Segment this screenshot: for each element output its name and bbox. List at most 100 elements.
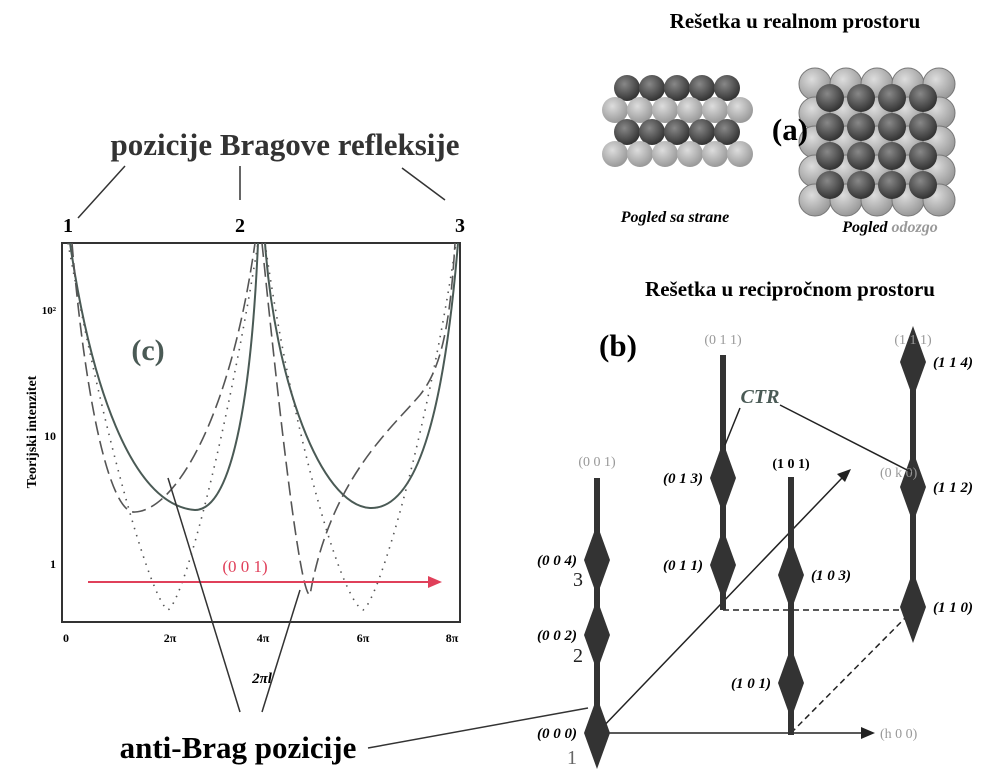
atom <box>614 119 640 145</box>
panel-label: (a) <box>772 112 808 147</box>
arrow-head <box>428 576 442 588</box>
node-label: (0 0 0) <box>537 726 577 742</box>
rod-label: (0 1 1) <box>704 333 742 348</box>
atom <box>909 84 937 112</box>
order-number: 3 <box>573 569 583 591</box>
panel-c-footer: anti-Brag pozicije <box>120 730 357 765</box>
diamond <box>900 326 926 398</box>
atom <box>847 171 875 199</box>
node-label: (1 0 1) <box>731 676 771 692</box>
atom <box>689 119 715 145</box>
order-number: 1 <box>567 747 577 769</box>
diamond <box>900 571 926 643</box>
atom <box>639 75 665 101</box>
atom <box>639 119 665 145</box>
curve-solid <box>264 242 459 510</box>
diamond <box>710 442 736 514</box>
line <box>790 609 914 734</box>
atom <box>847 142 875 170</box>
curve-dashed <box>71 242 256 513</box>
diamond <box>584 524 610 596</box>
curve-dashed <box>261 242 456 596</box>
diamond <box>900 451 926 523</box>
atom <box>727 141 753 167</box>
node-label: (1 0 3) <box>811 568 851 584</box>
arrow-head <box>837 469 851 482</box>
y-tick-label: 10² <box>42 305 57 317</box>
atom <box>727 97 753 123</box>
node-label: (1 1 0) <box>933 600 973 616</box>
curve-dotted <box>264 242 457 611</box>
atom <box>652 141 678 167</box>
atom <box>602 97 628 123</box>
atom <box>909 113 937 141</box>
side-view <box>602 75 753 167</box>
atom <box>627 97 653 123</box>
axis-label: (0 k 0) <box>880 466 918 481</box>
pointer <box>167 477 241 713</box>
pointer <box>77 165 126 219</box>
atom <box>689 75 715 101</box>
x-tick-label: 4π <box>257 631 270 645</box>
side-caption: Pogled sa strane <box>620 209 729 226</box>
y-axis-label: Teorijski intenzitet <box>25 375 40 488</box>
atom <box>602 141 628 167</box>
axis-label: (h 0 0) <box>880 727 918 742</box>
arrow-label: (0 0 1) <box>222 557 267 576</box>
atom <box>816 171 844 199</box>
order-number: 2 <box>573 645 583 667</box>
pointer <box>367 707 589 749</box>
node-label: (0 0 4) <box>537 553 577 569</box>
panel-label: (b) <box>599 328 637 363</box>
top-caption: Pogled odozgo <box>841 219 938 236</box>
top-view <box>798 67 956 217</box>
atom <box>847 113 875 141</box>
diamond <box>778 539 804 611</box>
y-tick-label: 10 <box>44 429 56 443</box>
pointer <box>401 167 446 201</box>
peak-number: 3 <box>455 215 465 237</box>
diamond <box>584 697 610 769</box>
line <box>724 407 741 446</box>
atom <box>652 97 678 123</box>
line <box>596 477 843 734</box>
atom <box>909 142 937 170</box>
arrow-head <box>861 727 875 739</box>
peak-number: 1 <box>63 215 73 237</box>
atom <box>677 97 703 123</box>
panel-a-title: Rešetka u realnom prostoru <box>670 9 921 33</box>
atom <box>909 171 937 199</box>
atom <box>816 113 844 141</box>
x-tick-label: 0 <box>63 631 69 645</box>
caption-word: Pogled <box>841 219 888 236</box>
atom <box>878 171 906 199</box>
node-label: (1 1 2) <box>933 480 973 496</box>
x-axis-label: 2πl <box>251 671 273 687</box>
node-label: (0 1 3) <box>663 471 703 487</box>
node-label: (0 0 2) <box>537 628 577 644</box>
reciprocal-lattice: (0 0 4) (0 0 2) (0 0 0) (0 1 3) (0 1 1) (1 0 … <box>537 326 973 769</box>
plot-frame <box>61 242 461 623</box>
atom <box>627 141 653 167</box>
caption-word: odozgo <box>892 219 938 236</box>
node-label: (0 1 1) <box>663 558 703 574</box>
atom <box>664 119 690 145</box>
atom <box>878 113 906 141</box>
rod-label: (1 0 1) <box>772 457 810 472</box>
x-tick-label: 8π <box>446 631 459 645</box>
atom <box>702 97 728 123</box>
diamond <box>710 529 736 601</box>
peak-number: 2 <box>235 215 245 237</box>
rod-label: (1 1 1) <box>894 333 932 348</box>
atom <box>878 84 906 112</box>
rod-label: (0 0 1) <box>578 455 616 470</box>
atom <box>714 75 740 101</box>
ctr-label: CTR <box>741 386 780 408</box>
pointer <box>261 589 301 713</box>
atom <box>847 84 875 112</box>
node-label: (1 1 4) <box>933 355 973 371</box>
atom <box>664 75 690 101</box>
atom <box>878 142 906 170</box>
diamond <box>584 599 610 671</box>
